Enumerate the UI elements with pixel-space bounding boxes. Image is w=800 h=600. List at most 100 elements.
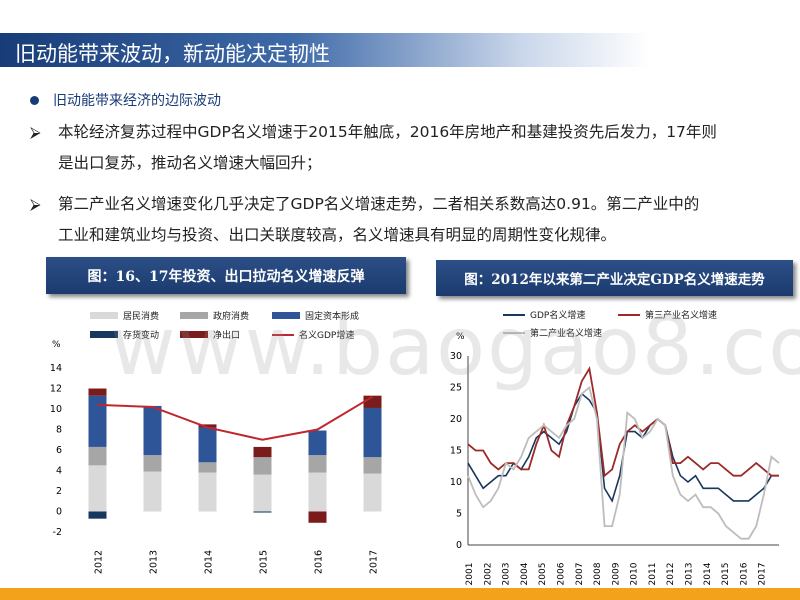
chart1-x-tick: 2014 (204, 550, 215, 574)
chart1-bar-segment (143, 471, 162, 512)
chart1-bar-segment (308, 511, 327, 523)
legend-item-netexport: 净出口 (180, 328, 240, 341)
chart1-title: 图：16、17年投资、出口拉动名义增速反弹 (46, 257, 406, 294)
chart1-bar-segment (308, 472, 327, 512)
chart1-y-tick: 2 (56, 486, 62, 497)
chart1-bar-segment (88, 511, 107, 519)
legend-item-government: 政府消费 (180, 309, 249, 322)
chart2-x-tick: 2012 (666, 563, 676, 586)
legend-item-consumption: 居民消费 (90, 309, 159, 322)
chart2-series-line (467, 385, 780, 540)
chart2-x-tick: 2010 (630, 562, 640, 585)
legend-swatch (90, 312, 118, 319)
chart2-series-line (467, 366, 779, 478)
chart1-bar-segment (88, 388, 107, 396)
chart2-x-tick: 2016 (739, 562, 749, 585)
chart2-x-tick: 2007 (575, 563, 585, 586)
legend-swatch (272, 312, 300, 319)
chart2-x-tick: 2009 (611, 562, 621, 585)
paragraph-2-line-1: 第二产业名义增速变化几乎决定了GDP名义增速走势，二者相关系数高达0.91。第二… (58, 195, 700, 213)
chart1-x-tick: 2016 (314, 550, 325, 574)
chart1-y-tick: 10 (50, 404, 62, 415)
chart2-x-tick: 2011 (648, 563, 658, 586)
chart2-x-tick: 2014 (703, 562, 713, 585)
chart2-y-tick: 5 (456, 509, 462, 520)
chart1-x-tick: 2015 (259, 550, 270, 574)
legend-label: 固定资本形成 (305, 312, 360, 322)
bottom-bar (0, 588, 800, 600)
chart1-bar-segment (88, 446, 107, 466)
bullet-dot-icon (30, 95, 39, 105)
page-title: 旧动能带来波动，新动能决定韧性 (15, 42, 330, 66)
arrow-bullet-icon: ⮚ (30, 195, 41, 213)
legend-label: 居民消费 (123, 312, 160, 322)
bullet-heading: 旧动能带来经济的边际波动 (30, 90, 221, 110)
watermark: www.baogao8.com (110, 300, 800, 393)
chart1-x-tick: 2013 (149, 550, 160, 574)
legend-item-capital: 固定资本形成 (272, 309, 359, 322)
legend-label: GDP名义增速 (530, 311, 586, 321)
chart2-x-tick: 2005 (538, 563, 548, 586)
legend-label: 政府消费 (213, 312, 250, 322)
legend-label: 第三产业名义增速 (645, 311, 718, 321)
chart1-bar-segment (198, 427, 217, 463)
legend-swatch (90, 331, 118, 338)
chart1-bar-segment (308, 455, 327, 473)
chart2-y-tick: 25 (450, 383, 462, 394)
chart2-y-tick: 30 (450, 351, 462, 362)
legend-item-secondary: 第二产业名义增速 (503, 326, 602, 339)
paragraph-2: ⮚ 第二产业名义增速变化几乎决定了GDP名义增速走势，二者相关系数高达0.91。… (30, 189, 800, 251)
legend-swatch (180, 331, 208, 338)
paragraph-1-line-1: 本轮经济复苏过程中GDP名义增速于2015年触底，2016年房地产和基建投资先后… (58, 123, 717, 141)
legend-swatch (503, 331, 525, 334)
legend-label: 第二产业名义增速 (530, 329, 603, 339)
legend-item-gdp: 名义GDP增速 (272, 328, 354, 341)
chart2-x-tick: 2004 (520, 562, 530, 585)
legend-item-tertiary: 第三产业名义增速 (618, 308, 717, 321)
chart1-bar-segment (253, 446, 272, 458)
chart1-y-tick: 0 (56, 507, 62, 518)
chart2-y-tick: 10 (450, 477, 462, 488)
chart2-y-tick: 0 (456, 540, 462, 551)
legend-label: 存货变动 (123, 331, 160, 341)
chart2-x-tick: 2015 (721, 563, 731, 586)
chart1-y-tick: 8 (56, 425, 62, 436)
chart1-bar-segment (198, 424, 217, 428)
legend-swatch (503, 313, 525, 316)
chart1-bar-segment (198, 472, 217, 512)
legend-label: 净出口 (213, 331, 241, 341)
paragraph-1-line-2: 是出口复苏，推动名义增速大幅回升； (58, 154, 322, 172)
chart1-y-tick: 14 (50, 363, 62, 374)
chart2-x-tick: 2001 (465, 563, 475, 586)
chart1-bar-segment (88, 465, 107, 512)
chart2-y-tick: 15 (450, 446, 462, 457)
legend-swatch (618, 313, 640, 316)
chart1-bar-segment (363, 473, 382, 512)
paragraph-1: ⮚ 本轮经济复苏过程中GDP名义增速于2015年触底，2016年房地产和基建投资… (30, 117, 800, 179)
chart1-y-tick: 4 (56, 466, 62, 477)
chart1-bar-segment (88, 395, 107, 447)
chart1-bar-segment (253, 474, 272, 512)
chart2-title: 图：2012年以来第二产业决定GDP名义增速走势 (436, 260, 793, 296)
chart1-bar-segment (143, 405, 162, 456)
chart2-x-tick: 2013 (685, 563, 695, 586)
chart2-y-tick: 20 (450, 414, 462, 425)
header-bar (0, 33, 650, 67)
legend-item-gdp-nominal: GDP名义增速 (503, 308, 585, 321)
chart2-x-tick: 2002 (483, 563, 493, 586)
legend-swatch (272, 333, 294, 336)
paragraph-2-line-2: 工业和建筑业均与投资、出口关联度较高，名义增速具有明显的周期性变化规律。 (58, 226, 617, 244)
chart1-bar-segment (253, 511, 272, 513)
chart2-x-tick: 2006 (556, 562, 566, 585)
chart1-bar-segment (308, 430, 327, 456)
chart1-bar-segment (363, 457, 382, 474)
chart1-x-tick: 2017 (369, 550, 380, 574)
chart2-unit-label: % (456, 332, 465, 342)
bullet-text: 旧动能带来经济的边际波动 (53, 93, 221, 109)
chart1-gdp-line (97, 395, 374, 441)
chart1-x-tick: 2012 (94, 550, 105, 574)
arrow-bullet-icon: ⮚ (30, 123, 41, 141)
chart1-bar-segment (198, 462, 217, 473)
